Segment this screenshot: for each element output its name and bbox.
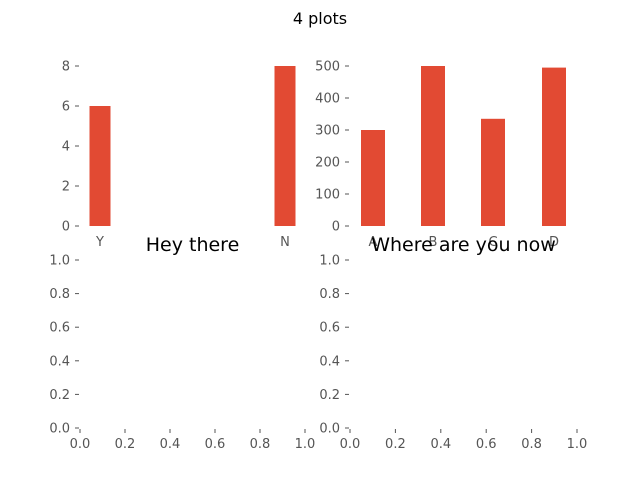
subplot3-ytick-label: 0.8 [49, 287, 70, 302]
subplot3-ytick-label: 0.2 [49, 388, 70, 403]
subplot2-bar-b [421, 66, 445, 226]
subplot4-xtick-label: 0.6 [476, 437, 497, 452]
subplot3-ytick-label: 0.6 [49, 321, 70, 336]
subplot4-xtick-label: 0.2 [385, 437, 406, 452]
subplot2-xtick-label: A [369, 235, 378, 250]
subplot1-ytick-label: 8 [62, 60, 70, 75]
subplot-hey-there: 0.0 0.2 0.4 0.6 0.8 1.0 0.0 0.2 0.4 0.6 0.8 1.0 Hey … [49, 234, 315, 452]
subplot2-bar-a [361, 130, 385, 226]
subplot1-ytick-label: 6 [62, 100, 70, 115]
subplot3-title: Hey there [146, 234, 240, 256]
subplot3-xtick-label: 0.8 [250, 437, 271, 452]
subplot3-xtick-label: 0.6 [205, 437, 226, 452]
subplot2-bar-c [481, 118, 505, 226]
subplot3-ytick-label: 0.0 [49, 422, 70, 437]
subplot2-xtick-label: B [429, 235, 438, 250]
subplot2-xtick-label: D [549, 235, 559, 250]
subplot2-ytick-label: 100 [315, 188, 340, 203]
subplot2-ytick-label: 0 [332, 220, 340, 235]
subplot1-ytick-label: 4 [62, 140, 70, 155]
subplot2-ytick-label: 400 [315, 92, 340, 107]
subplot2-ytick-label: 200 [315, 156, 340, 171]
subplot1-ytick-label: 0 [62, 220, 70, 235]
subplot1-xtick-label: Y [95, 235, 104, 250]
subplot4-ytick-label: 0.4 [319, 354, 340, 369]
subplot1-ytick-label: 2 [62, 180, 70, 195]
figure-title: 4 plots [293, 9, 347, 28]
subplot-where-are-you-now: 0.0 0.2 0.4 0.6 0.8 1.0 0.0 0.2 0.4 0.6 0.8 1.0 Wher… [319, 234, 587, 452]
subplot4-ytick-label: 0.6 [319, 321, 340, 336]
subplot2-ytick-label: 300 [315, 124, 340, 139]
subplot4-ytick-label: 0.2 [319, 388, 340, 403]
subplot1-xtick-label: N [280, 235, 290, 250]
subplot2-bar-d [542, 67, 566, 226]
subplot1-bar-y [89, 106, 111, 226]
subplot4-title: Where are you now [371, 234, 556, 256]
subplot4-ytick-label: 0.0 [319, 422, 340, 437]
subplot3-ytick-label: 1.0 [49, 254, 70, 269]
subplot2-xtick-label: C [488, 235, 497, 250]
subplot4-ytick-label: 1.0 [319, 254, 340, 269]
subplot-abcd-bars: 0 100 200 300 400 500 A B C D [315, 60, 566, 250]
subplot4-xtick-label: 0.4 [430, 437, 451, 452]
subplot3-xtick-label: 0.0 [70, 437, 91, 452]
subplot2-ytick-label: 500 [315, 60, 340, 75]
subplot4-ytick-label: 0.8 [319, 287, 340, 302]
subplot-yn-bars: 0 2 4 6 8 Y N [62, 60, 296, 250]
subplot4-xtick-label: 1.0 [567, 437, 588, 452]
subplot3-xtick-label: 0.2 [115, 437, 136, 452]
subplot4-xtick-label: 0.0 [340, 437, 361, 452]
subplot4-xtick-label: 0.8 [521, 437, 542, 452]
subplot3-ytick-label: 0.4 [49, 354, 70, 369]
subplot3-xtick-label: 1.0 [295, 437, 316, 452]
subplot1-bar-n [274, 66, 296, 226]
subplot3-xtick-label: 0.4 [160, 437, 181, 452]
